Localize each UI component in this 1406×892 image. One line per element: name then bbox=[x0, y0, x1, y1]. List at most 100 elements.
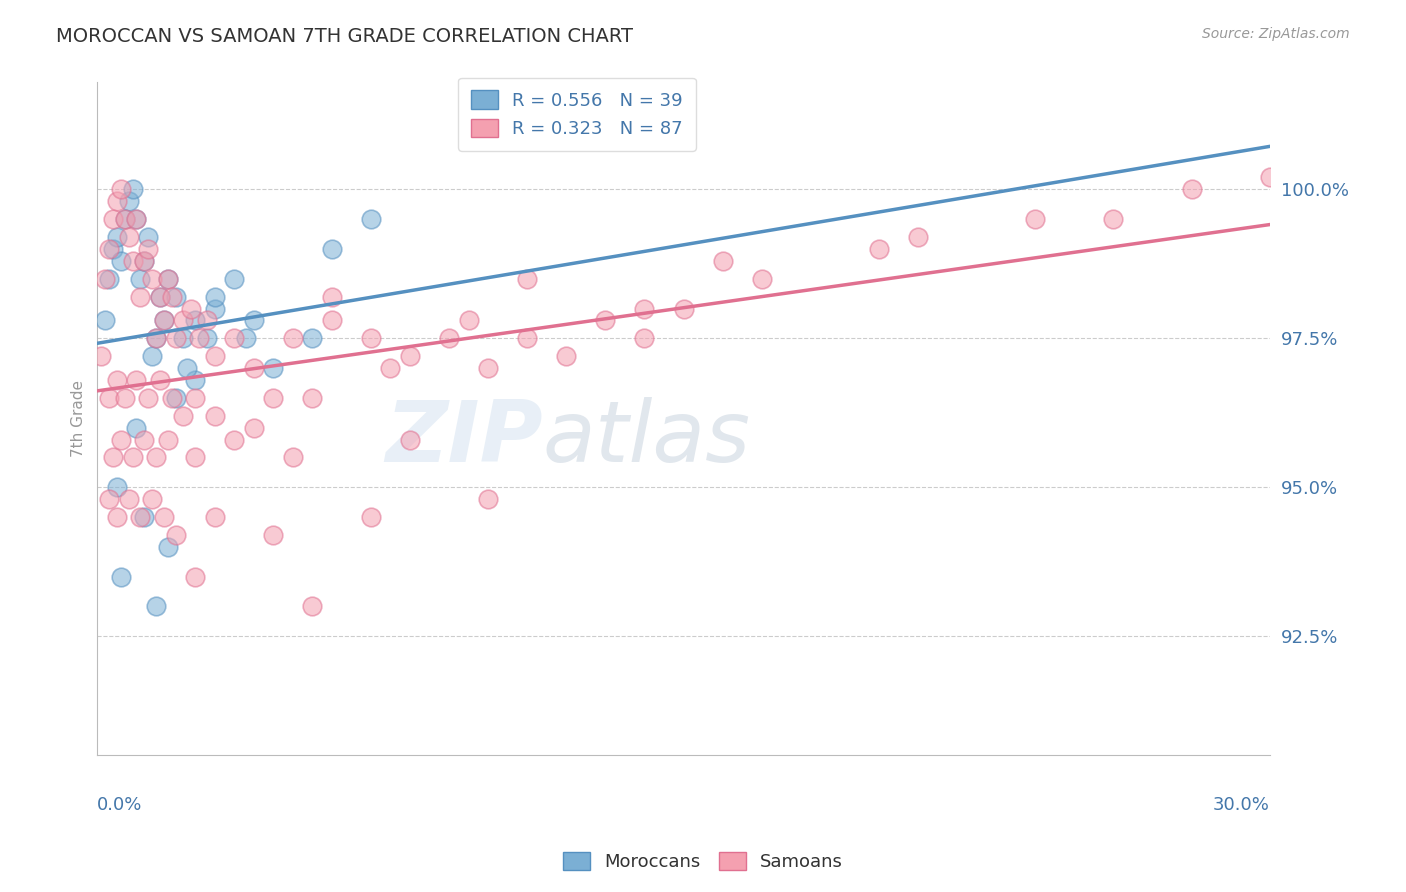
Point bbox=[114, 212, 136, 227]
Point bbox=[172, 409, 194, 423]
Text: 30.0%: 30.0% bbox=[1213, 796, 1270, 814]
Point bbox=[1024, 212, 1046, 227]
Text: atlas: atlas bbox=[543, 398, 751, 481]
Point bbox=[98, 492, 121, 507]
Point bbox=[101, 450, 124, 465]
Point bbox=[321, 242, 343, 256]
Point bbox=[281, 450, 304, 465]
Point bbox=[195, 331, 218, 345]
Point bbox=[711, 253, 734, 268]
Point bbox=[868, 242, 890, 256]
Point bbox=[224, 271, 246, 285]
Point bbox=[94, 271, 117, 285]
Point bbox=[165, 290, 187, 304]
Text: Source: ZipAtlas.com: Source: ZipAtlas.com bbox=[1202, 27, 1350, 41]
Point bbox=[110, 433, 132, 447]
Point bbox=[156, 271, 179, 285]
Legend: R = 0.556   N = 39, R = 0.323   N = 87: R = 0.556 N = 39, R = 0.323 N = 87 bbox=[458, 78, 696, 151]
Point bbox=[141, 349, 163, 363]
Point bbox=[121, 182, 143, 196]
Point bbox=[121, 253, 143, 268]
Point bbox=[224, 433, 246, 447]
Point bbox=[114, 212, 136, 227]
Point bbox=[149, 373, 172, 387]
Point bbox=[160, 391, 183, 405]
Point bbox=[360, 212, 382, 227]
Point bbox=[101, 242, 124, 256]
Point bbox=[129, 290, 152, 304]
Point bbox=[136, 230, 159, 244]
Point bbox=[152, 313, 174, 327]
Point bbox=[301, 331, 323, 345]
Point bbox=[262, 361, 284, 376]
Point bbox=[301, 599, 323, 614]
Point bbox=[156, 271, 179, 285]
Point bbox=[117, 492, 139, 507]
Point bbox=[105, 194, 128, 209]
Point bbox=[188, 331, 211, 345]
Point bbox=[399, 349, 422, 363]
Point bbox=[281, 331, 304, 345]
Point bbox=[235, 331, 257, 345]
Point bbox=[301, 391, 323, 405]
Point bbox=[125, 212, 148, 227]
Point bbox=[195, 313, 218, 327]
Point bbox=[176, 361, 198, 376]
Point bbox=[98, 271, 121, 285]
Point bbox=[399, 433, 422, 447]
Point bbox=[110, 253, 132, 268]
Point bbox=[204, 510, 226, 524]
Point bbox=[117, 230, 139, 244]
Point bbox=[321, 313, 343, 327]
Point bbox=[321, 290, 343, 304]
Point bbox=[172, 331, 194, 345]
Point bbox=[242, 313, 264, 327]
Point bbox=[516, 271, 538, 285]
Point bbox=[145, 331, 167, 345]
Point bbox=[165, 391, 187, 405]
Point bbox=[184, 373, 207, 387]
Point bbox=[184, 450, 207, 465]
Point bbox=[1102, 212, 1125, 227]
Point bbox=[105, 510, 128, 524]
Point bbox=[672, 301, 695, 316]
Point bbox=[172, 313, 194, 327]
Point bbox=[134, 253, 156, 268]
Point bbox=[165, 528, 187, 542]
Point bbox=[149, 290, 172, 304]
Point bbox=[156, 433, 179, 447]
Point bbox=[90, 349, 112, 363]
Point bbox=[94, 313, 117, 327]
Point bbox=[180, 301, 202, 316]
Point bbox=[125, 373, 148, 387]
Point bbox=[141, 271, 163, 285]
Point bbox=[134, 510, 156, 524]
Y-axis label: 7th Grade: 7th Grade bbox=[72, 380, 86, 458]
Point bbox=[136, 242, 159, 256]
Point bbox=[516, 331, 538, 345]
Point bbox=[121, 450, 143, 465]
Point bbox=[125, 420, 148, 434]
Point bbox=[457, 313, 479, 327]
Point bbox=[555, 349, 578, 363]
Text: MOROCCAN VS SAMOAN 7TH GRADE CORRELATION CHART: MOROCCAN VS SAMOAN 7TH GRADE CORRELATION… bbox=[56, 27, 633, 45]
Point bbox=[117, 194, 139, 209]
Point bbox=[204, 409, 226, 423]
Point bbox=[125, 212, 148, 227]
Point bbox=[145, 331, 167, 345]
Point bbox=[204, 349, 226, 363]
Point bbox=[114, 391, 136, 405]
Point bbox=[149, 290, 172, 304]
Point bbox=[134, 433, 156, 447]
Point bbox=[141, 492, 163, 507]
Point bbox=[360, 331, 382, 345]
Point bbox=[380, 361, 402, 376]
Point bbox=[437, 331, 460, 345]
Point bbox=[152, 510, 174, 524]
Point bbox=[98, 391, 121, 405]
Point bbox=[110, 569, 132, 583]
Point bbox=[105, 373, 128, 387]
Point bbox=[129, 271, 152, 285]
Point bbox=[360, 510, 382, 524]
Point bbox=[101, 212, 124, 227]
